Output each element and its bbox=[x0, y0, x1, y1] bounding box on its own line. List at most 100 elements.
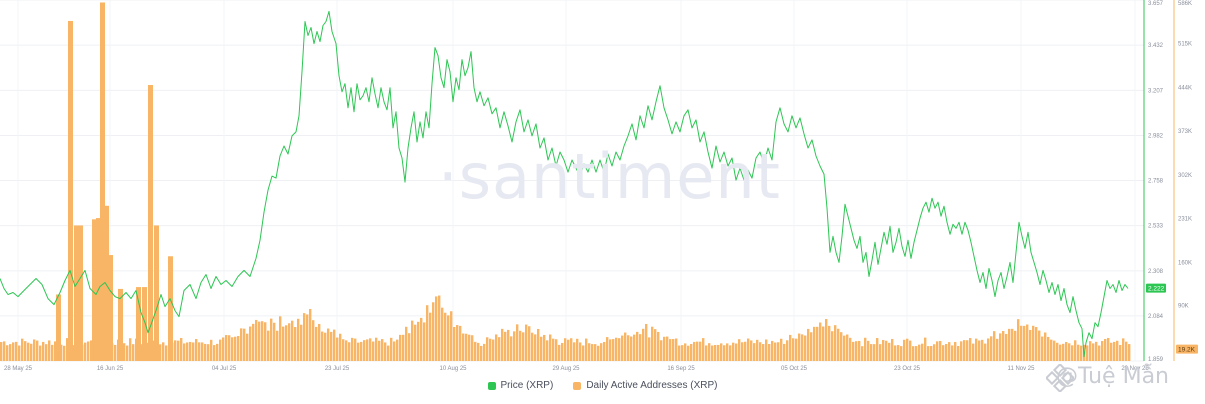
legend-item-price[interactable]: Price (XRP) bbox=[487, 380, 553, 391]
address-spike-bar bbox=[168, 256, 173, 361]
address-bar bbox=[1077, 344, 1080, 361]
address-bar bbox=[429, 312, 432, 361]
address-bar bbox=[267, 330, 270, 361]
address-bar bbox=[1089, 341, 1092, 361]
address-bar bbox=[894, 345, 897, 361]
address-bar bbox=[978, 340, 981, 361]
address-spike-bar bbox=[154, 225, 159, 361]
address-bar bbox=[372, 341, 375, 361]
address-bar bbox=[1047, 336, 1050, 361]
address-bar bbox=[819, 322, 822, 361]
address-bar bbox=[573, 342, 576, 361]
legend-swatch-price bbox=[487, 381, 496, 390]
address-bar bbox=[126, 345, 129, 361]
price-tick-label: 2.308 bbox=[1148, 269, 1164, 275]
address-bar bbox=[1002, 330, 1005, 361]
address-bar bbox=[696, 341, 699, 361]
price-tick-label: 3.432 bbox=[1148, 43, 1164, 49]
address-bar bbox=[54, 341, 57, 361]
address-bar bbox=[552, 338, 555, 361]
address-bar bbox=[525, 324, 528, 361]
address-spike-bar bbox=[100, 2, 105, 361]
address-bar bbox=[285, 325, 288, 361]
address-bar bbox=[273, 322, 276, 361]
address-bar bbox=[276, 330, 279, 361]
address-tick-label: 160K bbox=[1178, 260, 1192, 266]
x-tick-label: 28 May 25 bbox=[4, 366, 33, 372]
santiment-watermark: ·santiment bbox=[438, 140, 781, 213]
address-bar bbox=[468, 334, 471, 361]
address-bar bbox=[720, 343, 723, 361]
address-bar bbox=[393, 341, 396, 361]
address-bar bbox=[18, 345, 21, 361]
address-bar bbox=[132, 344, 135, 361]
legend-item-addresses[interactable]: Daily Active Addresses (XRP) bbox=[573, 380, 717, 391]
address-bar bbox=[603, 341, 606, 361]
address-bar bbox=[189, 341, 192, 361]
address-bar bbox=[981, 339, 984, 361]
address-bar bbox=[1071, 345, 1074, 361]
address-bar bbox=[858, 340, 861, 361]
address-bar bbox=[405, 326, 408, 361]
address-bar bbox=[633, 334, 636, 361]
address-bar bbox=[396, 339, 399, 361]
address-bar bbox=[549, 334, 552, 361]
address-bar bbox=[807, 328, 810, 361]
address-bar bbox=[690, 344, 693, 361]
address-bar bbox=[27, 342, 30, 361]
address-bar bbox=[879, 344, 882, 361]
address-bar bbox=[711, 345, 714, 361]
address-bar bbox=[600, 343, 603, 361]
address-bar bbox=[381, 339, 384, 361]
address-bar bbox=[45, 344, 48, 361]
address-bar bbox=[255, 319, 258, 361]
address-bar bbox=[756, 339, 759, 361]
address-bar bbox=[1122, 338, 1125, 361]
address-bar bbox=[237, 336, 240, 361]
address-bar bbox=[186, 342, 189, 361]
address-bar bbox=[1095, 341, 1098, 361]
address-bar bbox=[441, 307, 444, 361]
chart-legend: Price (XRP) Daily Active Addresses (XRP) bbox=[0, 380, 1205, 391]
address-bar bbox=[15, 341, 18, 361]
address-bar bbox=[666, 336, 669, 361]
address-bar bbox=[177, 340, 180, 361]
address-bar bbox=[183, 343, 186, 361]
address-bar bbox=[375, 337, 378, 361]
address-bar bbox=[516, 324, 519, 361]
address-bar bbox=[579, 342, 582, 361]
address-bar bbox=[945, 344, 948, 361]
address-bar bbox=[1065, 342, 1068, 361]
address-bar bbox=[786, 340, 789, 361]
address-bar bbox=[192, 342, 195, 361]
x-tick-label: 23 Jul 25 bbox=[325, 366, 350, 372]
address-bar bbox=[825, 319, 828, 361]
current-price-label: 2.222 bbox=[1148, 286, 1165, 293]
address-bar bbox=[738, 339, 741, 361]
address-bar bbox=[348, 342, 351, 361]
address-tick-label: 373K bbox=[1178, 129, 1192, 135]
address-bar bbox=[651, 326, 654, 361]
address-bar bbox=[420, 317, 423, 361]
address-bar bbox=[6, 345, 9, 361]
address-bar bbox=[204, 343, 207, 361]
address-bar bbox=[123, 343, 126, 361]
address-bar bbox=[42, 341, 45, 361]
address-bar bbox=[750, 340, 753, 361]
address-bar bbox=[201, 342, 204, 361]
address-bar bbox=[777, 342, 780, 361]
address-bar bbox=[477, 342, 480, 361]
address-bar bbox=[90, 340, 93, 361]
address-bar bbox=[39, 345, 42, 361]
address-bar bbox=[816, 326, 819, 361]
address-bar bbox=[534, 334, 537, 361]
address-bar bbox=[246, 333, 249, 361]
address-tick-label: 90K bbox=[1178, 304, 1189, 310]
address-bar bbox=[294, 327, 297, 361]
address-bar bbox=[966, 340, 969, 361]
address-bar bbox=[699, 341, 702, 361]
x-tick-label: 23 Oct 25 bbox=[894, 366, 921, 372]
address-spike-bar bbox=[136, 287, 141, 361]
address-bar bbox=[327, 328, 330, 361]
address-bar bbox=[417, 321, 420, 361]
